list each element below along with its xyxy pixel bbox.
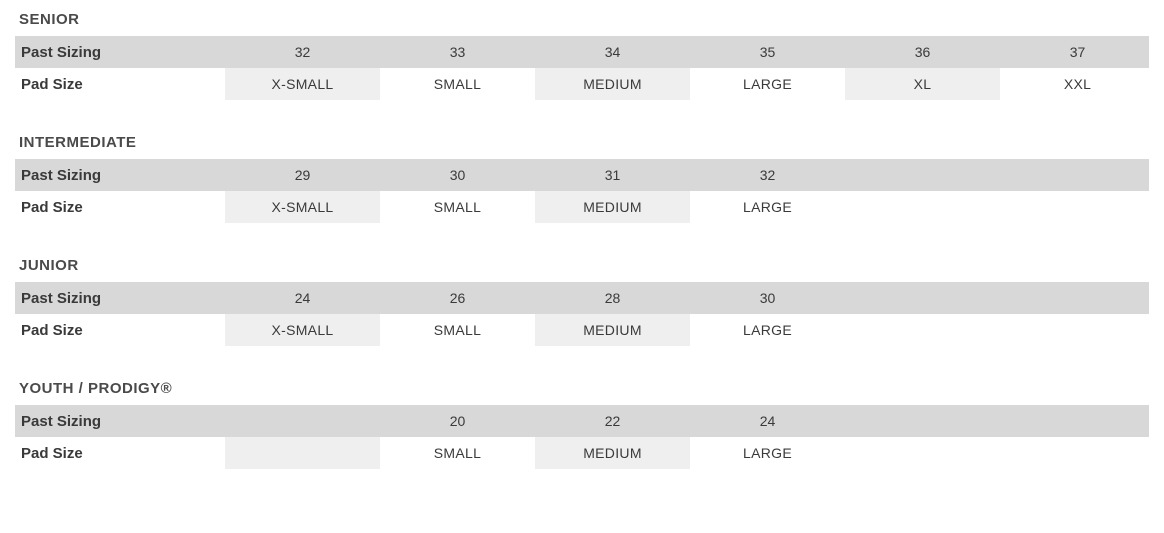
pad-size-cell: LARGE xyxy=(690,437,845,469)
past-sizing-cell: 32 xyxy=(690,159,845,191)
table-row-data: Pad Size SMALLMEDIUMLARGE xyxy=(15,437,1149,469)
past-sizing-cell: 33 xyxy=(380,36,535,68)
pad-size-cell: MEDIUM xyxy=(535,191,690,223)
past-sizing-cell: 35 xyxy=(690,36,845,68)
row-label: Pad Size xyxy=(15,191,225,223)
section-title: INTERMEDIATE xyxy=(15,128,1149,159)
pad-size-cell: SMALL xyxy=(380,314,535,346)
row-label: Pad Size xyxy=(15,314,225,346)
past-sizing-cell: 31 xyxy=(535,159,690,191)
sizing-table: Past Sizing29303132Pad SizeX-SMALLSMALLM… xyxy=(15,159,1149,223)
pad-size-cell: LARGE xyxy=(690,314,845,346)
past-sizing-cell: 34 xyxy=(535,36,690,68)
past-sizing-cell: 32 xyxy=(225,36,380,68)
row-label: Past Sizing xyxy=(15,405,225,437)
table-row-header: Past Sizing 202224 xyxy=(15,405,1149,437)
sizing-section: JUNIORPast Sizing24262830Pad SizeX-SMALL… xyxy=(15,251,1149,346)
section-title: JUNIOR xyxy=(15,251,1149,282)
past-sizing-cell: 29 xyxy=(225,159,380,191)
pad-size-cell: XXL xyxy=(1000,68,1155,100)
pad-size-cell: X-SMALL xyxy=(225,191,380,223)
past-sizing-cell: 24 xyxy=(225,282,380,314)
row-label: Pad Size xyxy=(15,437,225,469)
pad-size-cell: SMALL xyxy=(380,68,535,100)
past-sizing-cell: 30 xyxy=(690,282,845,314)
row-label: Past Sizing xyxy=(15,36,225,68)
past-sizing-cell: 28 xyxy=(535,282,690,314)
past-sizing-cell: 24 xyxy=(690,405,845,437)
past-sizing-cell: 26 xyxy=(380,282,535,314)
table-row-header: Past Sizing323334353637 xyxy=(15,36,1149,68)
pad-size-cell: SMALL xyxy=(380,437,535,469)
pad-size-cell: MEDIUM xyxy=(535,314,690,346)
sizing-table: Past Sizing323334353637Pad SizeX-SMALLSM… xyxy=(15,36,1149,100)
sizing-table: Past Sizing 202224 Pad Size SMALLMEDIUMLARG… xyxy=(15,405,1149,469)
sizing-sections: SENIORPast Sizing323334353637Pad SizeX-S… xyxy=(15,5,1149,469)
row-label: Past Sizing xyxy=(15,282,225,314)
sizing-section: SENIORPast Sizing323334353637Pad SizeX-S… xyxy=(15,5,1149,100)
past-sizing-cell: 37 xyxy=(1000,36,1155,68)
pad-size-cell: LARGE xyxy=(690,68,845,100)
past-sizing-cell: 36 xyxy=(845,36,1000,68)
sizing-section: YOUTH / PRODIGY®Past Sizing202224Pad Siz… xyxy=(15,374,1149,469)
pad-size-cell: X-SMALL xyxy=(225,314,380,346)
row-label: Pad Size xyxy=(15,68,225,100)
pad-size-cell: XL xyxy=(845,68,1000,100)
row-label: Past Sizing xyxy=(15,159,225,191)
pad-size-cell: MEDIUM xyxy=(535,68,690,100)
past-sizing-cell: 22 xyxy=(535,405,690,437)
pad-size-cell: SMALL xyxy=(380,191,535,223)
table-row-data: Pad SizeX-SMALLSMALLMEDIUMLARGE xyxy=(15,191,1149,223)
table-row-data: Pad SizeX-SMALLSMALLMEDIUMLARGE xyxy=(15,314,1149,346)
pad-size-cell: X-SMALL xyxy=(225,68,380,100)
pad-size-cell xyxy=(225,437,380,469)
past-sizing-cell xyxy=(225,405,380,437)
section-title: SENIOR xyxy=(15,5,1149,36)
past-sizing-cell: 30 xyxy=(380,159,535,191)
table-row-data: Pad SizeX-SMALLSMALLMEDIUMLARGEXLXXL xyxy=(15,68,1149,100)
table-row-header: Past Sizing24262830 xyxy=(15,282,1149,314)
table-row-header: Past Sizing29303132 xyxy=(15,159,1149,191)
pad-size-cell: LARGE xyxy=(690,191,845,223)
pad-size-cell: MEDIUM xyxy=(535,437,690,469)
past-sizing-cell: 20 xyxy=(380,405,535,437)
sizing-section: INTERMEDIATEPast Sizing29303132Pad SizeX… xyxy=(15,128,1149,223)
sizing-table: Past Sizing24262830Pad SizeX-SMALLSMALLM… xyxy=(15,282,1149,346)
section-title: YOUTH / PRODIGY® xyxy=(15,374,1149,405)
